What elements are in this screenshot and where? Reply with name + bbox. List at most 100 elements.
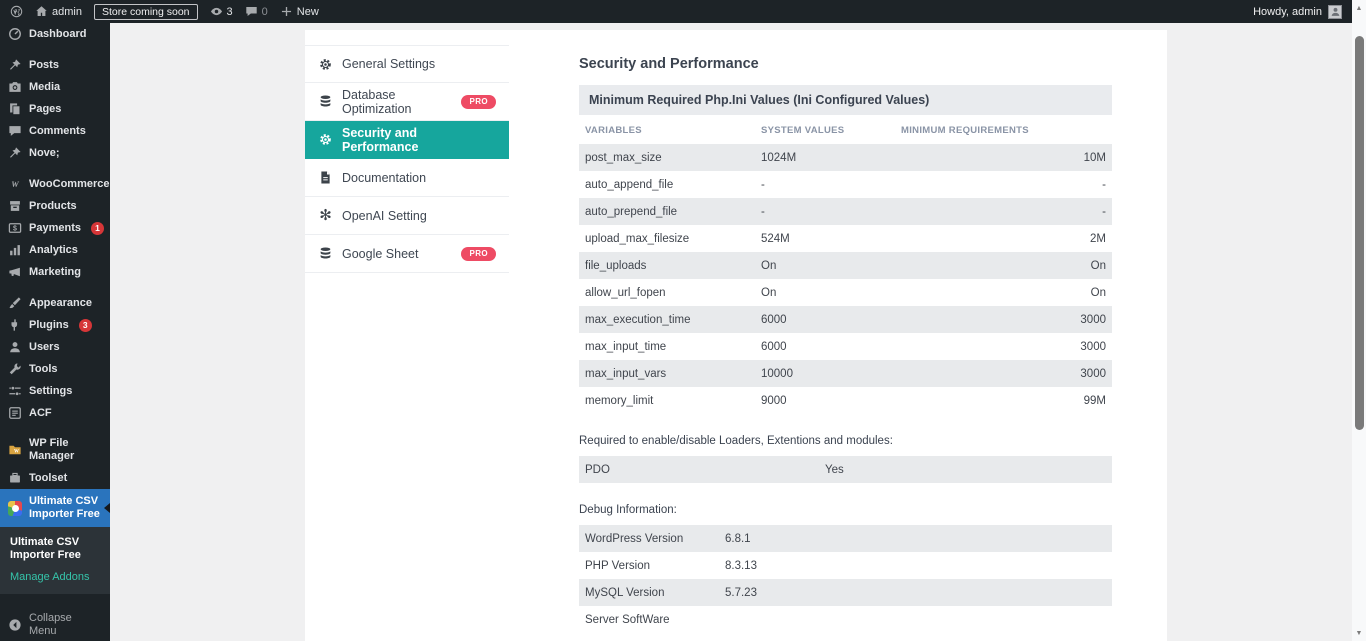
submenu-item-manage-addons[interactable]: Manage Addons xyxy=(10,571,90,583)
table-cell: On xyxy=(1090,259,1106,272)
sidebar-item-toolset[interactable]: Toolset xyxy=(0,467,110,489)
loaders-table-body: PDO Yes xyxy=(579,456,1112,483)
sidebar-item-wp-file-manager[interactable]: W WP File Manager xyxy=(0,433,110,467)
table-cell: memory_limit xyxy=(585,394,654,407)
sidebar-item-pages[interactable]: Pages xyxy=(0,98,110,120)
sidebar-item-tools[interactable]: Tools xyxy=(0,358,110,380)
table-cell: 5.7.23 xyxy=(725,586,757,599)
sidebar-item-products[interactable]: Products xyxy=(0,195,110,217)
products-icon xyxy=(8,199,22,213)
sidebar-item-comments[interactable]: Comments xyxy=(0,120,110,142)
pin-icon xyxy=(8,146,22,160)
settings-nav: General Settings Database Optimization PRO… xyxy=(305,45,509,273)
my-account-menu[interactable]: Howdy, admin xyxy=(1253,4,1342,19)
table-row: PDO Yes xyxy=(579,456,1112,483)
table-row: WordPress Version 6.8.1 xyxy=(579,525,1112,552)
updates-count: 3 xyxy=(226,5,233,18)
table-cell: - xyxy=(761,205,765,218)
pro-badge: PRO xyxy=(461,94,496,109)
openai-icon: ✻ xyxy=(319,207,332,224)
sidebar-item-label: WooCommerce xyxy=(29,177,110,190)
sidebar-item-ultimate-csv-importer-free[interactable]: Ultimate CSV Importer Free xyxy=(0,489,110,527)
sidebar-item-label: Marketing xyxy=(29,265,81,278)
comments-menu[interactable]: 0 xyxy=(245,5,268,18)
sidebar-item-acf[interactable]: ACF xyxy=(0,402,110,424)
dashboard-icon xyxy=(8,27,22,41)
table-cell: MySQL Version xyxy=(585,586,665,599)
table-row: allow_url_fopen On On xyxy=(579,279,1112,306)
sidebar-item-payments[interactable]: $ Payments 1 xyxy=(0,217,110,239)
tab-label: General Settings xyxy=(342,57,436,71)
sidebar-item-media[interactable]: Media xyxy=(0,76,110,98)
table-cell: max_input_time xyxy=(585,340,667,353)
users-icon xyxy=(8,340,22,354)
table-cell: 3000 xyxy=(1080,313,1106,326)
scrollbar-thumb[interactable] xyxy=(1354,36,1364,430)
sidebar-item-settings[interactable]: Settings xyxy=(0,380,110,402)
sidebar-item-label: Settings xyxy=(29,384,73,397)
vertical-scrollbar[interactable]: ▲ ▼ xyxy=(1352,0,1366,641)
tab-google-sheet[interactable]: Google Sheet PRO xyxy=(305,235,509,273)
debug-table-body: WordPress Version 6.8.1 PHP Version 8.3.13 M… xyxy=(579,525,1112,633)
table-cell: auto_append_file xyxy=(585,178,674,191)
collapse-menu-button[interactable]: Collapse Menu xyxy=(0,608,110,641)
sidebar-item-marketing[interactable]: Marketing xyxy=(0,261,110,283)
sidebar-item-nove[interactable]: Nove; xyxy=(0,142,110,164)
scroll-down-arrow-icon[interactable]: ▼ xyxy=(1355,629,1363,637)
table-cell: PDO xyxy=(585,463,610,476)
comments-count: 0 xyxy=(261,5,268,18)
sidebar-item-appearance[interactable]: Appearance xyxy=(0,292,110,314)
table-row: max_execution_time 6000 3000 xyxy=(579,306,1112,333)
settings-icon xyxy=(8,384,22,398)
table-row: file_uploads On On xyxy=(579,252,1112,279)
col-header-system-values: SYSTEM VALUES xyxy=(761,125,845,136)
tab-documentation[interactable]: Documentation xyxy=(305,159,509,197)
coming-soon-badge[interactable]: Store coming soon xyxy=(93,3,198,20)
csv-importer-submenu: Ultimate CSV Importer Free Manage Addons xyxy=(0,527,110,594)
debug-label: Debug Information: xyxy=(579,504,677,516)
sidebar-item-dashboard[interactable]: Dashboard xyxy=(0,23,110,45)
plugin-settings-card: General Settings Database Optimization PRO… xyxy=(305,30,1167,641)
appearance-icon xyxy=(8,296,22,310)
submenu-item-ultimate-csv-importer[interactable]: Ultimate CSV Importer Free xyxy=(10,536,81,561)
table-cell: 6000 xyxy=(761,340,787,353)
avatar xyxy=(1328,4,1342,19)
visibility-icon xyxy=(210,5,223,18)
col-header-variables: VARIABLES xyxy=(585,125,642,136)
sidebar-item-label: Toolset xyxy=(29,471,68,484)
sidebar-item-posts[interactable]: Posts xyxy=(0,54,110,76)
collapse-menu-label: Collapse Menu xyxy=(29,612,72,637)
tab-database-optimization[interactable]: Database Optimization PRO xyxy=(305,83,509,121)
sidebar-item-users[interactable]: Users xyxy=(0,336,110,358)
pin-icon xyxy=(8,58,22,72)
wp-logo-menu[interactable] xyxy=(10,5,23,18)
table-cell: upload_max_filesize xyxy=(585,232,690,245)
analytics-icon xyxy=(8,243,22,257)
tab-openai-setting[interactable]: ✻ OpenAI Setting xyxy=(305,197,509,235)
sidebar-item-label: Users xyxy=(29,340,60,353)
tab-security-and-performance[interactable]: Security and Performance xyxy=(305,121,509,159)
document-icon xyxy=(318,170,333,185)
marketing-icon xyxy=(8,265,22,279)
tab-general-settings[interactable]: General Settings xyxy=(305,45,509,83)
sidebar-item-analytics[interactable]: Analytics xyxy=(0,239,110,261)
table-cell xyxy=(719,606,1112,633)
gear-icon xyxy=(318,132,333,147)
table-cell: allow_url_fopen xyxy=(585,286,666,299)
new-content-menu[interactable]: New xyxy=(280,5,319,18)
sidebar-item-label: Tools xyxy=(29,362,58,375)
table-row: post_max_size 1024M 10M xyxy=(579,144,1112,171)
updates-menu[interactable]: 3 xyxy=(210,5,233,18)
table-cell: 10M xyxy=(1083,151,1106,164)
tab-label: Documentation xyxy=(342,170,427,185)
scroll-up-arrow-icon[interactable]: ▲ xyxy=(1355,4,1363,12)
sidebar-item-woocommerce[interactable]: W WooCommerce xyxy=(0,173,110,195)
sidebar-item-label: Ultimate CSV Importer Free xyxy=(29,495,100,520)
sidebar-item-plugins[interactable]: Plugins 3 xyxy=(0,314,110,336)
sidebar-item-label: Analytics xyxy=(29,243,78,256)
phpini-section-header: Minimum Required Php.Ini Values (Ini Con… xyxy=(579,85,1112,115)
table-cell: 10000 xyxy=(761,367,793,380)
site-name-menu[interactable]: admin xyxy=(35,5,82,18)
table-cell: 1024M xyxy=(761,151,797,164)
sidebar-item-label: Plugins xyxy=(29,318,69,331)
